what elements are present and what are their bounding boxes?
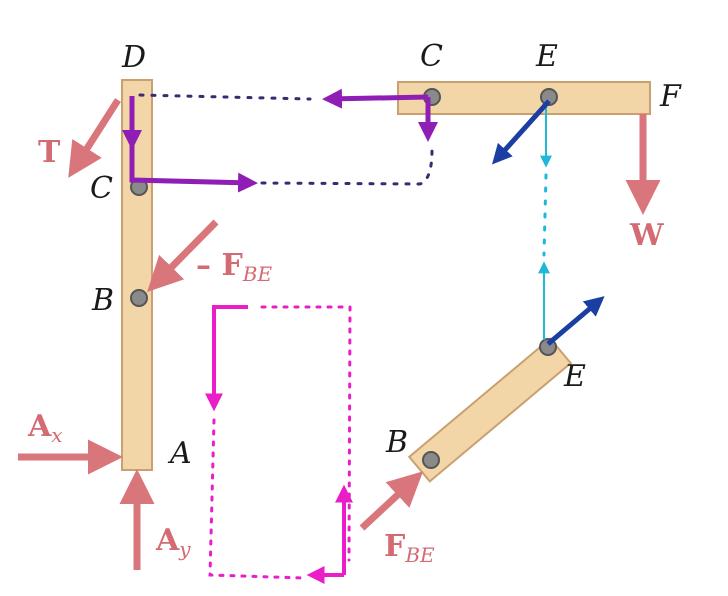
label-f: F	[659, 79, 682, 114]
label-b-link: B	[385, 425, 408, 460]
label-a: A	[167, 436, 192, 471]
label-c-top: C	[420, 39, 443, 74]
label-fbe-sub: BE	[404, 543, 435, 567]
label-fbe-main: F	[384, 529, 405, 564]
label-e-top: E	[535, 39, 558, 74]
label-neg-fbe: – FBE	[196, 248, 272, 286]
label-neg-fbe-main: – F	[196, 248, 243, 283]
cyan-annotation	[544, 103, 546, 340]
label-d: D	[121, 40, 146, 75]
vertical-member-ad	[122, 80, 152, 470]
label-e-link: E	[563, 359, 586, 394]
label-ax-sub: x	[51, 423, 62, 447]
label-ay-sub: y	[178, 537, 191, 561]
label-ax: Ax	[27, 409, 63, 447]
label-neg-fbe-sub: BE	[242, 262, 273, 286]
pin-b-link	[423, 452, 439, 468]
label-t: T	[38, 135, 61, 170]
label-fbe: FBE	[384, 529, 435, 567]
label-ax-main: A	[27, 409, 52, 444]
magenta-annotation	[210, 307, 350, 578]
label-ay-main: A	[155, 523, 180, 558]
pin-b-left	[131, 290, 147, 306]
force-fbe-arrow	[362, 476, 418, 528]
label-c-left: C	[90, 171, 113, 206]
label-b-left: B	[91, 283, 114, 318]
label-w: W	[629, 218, 665, 253]
label-ay: Ay	[155, 523, 191, 561]
navy-arrow-link	[548, 300, 600, 344]
purple-annotation	[132, 95, 432, 184]
force-t-arrow	[72, 100, 118, 172]
